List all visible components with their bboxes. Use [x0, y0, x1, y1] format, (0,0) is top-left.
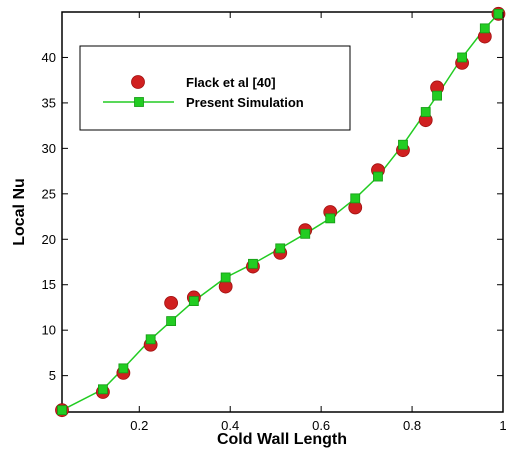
x-tick-label: 1 [499, 418, 506, 433]
x-tick-label: 0.6 [312, 418, 330, 433]
legend: Flack et al [40] Present Simulation [79, 45, 351, 131]
legend-label-simulation: Present Simulation [186, 95, 304, 110]
y-tick-label: 25 [42, 186, 56, 201]
simulation-point [457, 52, 467, 63]
simulation-point [98, 384, 108, 395]
simulation-point [398, 139, 408, 150]
simulation-point [275, 243, 286, 254]
legend-marker-circle [131, 75, 145, 89]
simulation-point [145, 334, 156, 345]
y-tick-label: 15 [42, 277, 56, 292]
simulation-point [420, 107, 431, 117]
y-tick-label: 40 [42, 50, 56, 65]
series-layer [55, 6, 506, 418]
simulation-point [188, 296, 199, 306]
simulation-point [57, 405, 67, 416]
simulation-point [493, 8, 504, 19]
y-tick-label: 35 [42, 95, 56, 110]
simulation-point [325, 213, 336, 224]
y-tick-label: 30 [42, 141, 56, 156]
y-tick-label: 5 [49, 368, 56, 383]
simulation-point [350, 193, 361, 204]
x-tick-label: 0.8 [403, 418, 421, 433]
simulation-point [373, 171, 383, 182]
x-tick-label: 0.4 [221, 418, 239, 433]
simulation-point [300, 228, 311, 239]
flack-point [164, 296, 179, 310]
simulation-point [432, 90, 442, 101]
legend-marker-square [134, 97, 144, 107]
legend-box [79, 45, 351, 131]
y-axis-title: Local Nu [11, 178, 28, 246]
simulation-point [479, 23, 490, 34]
simulation-point [248, 258, 258, 269]
simulation-point [166, 316, 177, 326]
y-tick-label: 20 [42, 232, 56, 247]
simulation-point [118, 363, 129, 374]
simulation-point [220, 272, 231, 283]
y-tick-label: 10 [42, 323, 56, 338]
x-tick-label: 0.2 [130, 418, 148, 433]
plot-frame [61, 11, 504, 413]
x-axis-title: Cold Wall Length [217, 431, 347, 448]
legend-label-flack: Flack et al [40] [186, 75, 276, 90]
plot-area [61, 11, 504, 413]
